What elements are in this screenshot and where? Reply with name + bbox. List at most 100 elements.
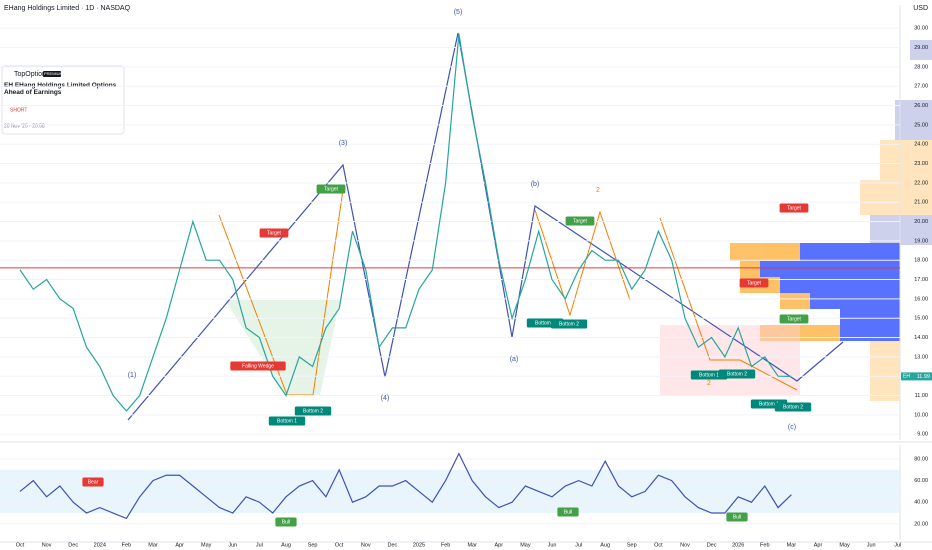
annotation-box <box>739 278 769 288</box>
x-tick-label: Aug <box>281 542 291 548</box>
y-tick-label: 60.00 <box>914 478 928 484</box>
idea-card[interactable]: TopOptions PREMIUM EH EHang Holdings Lim… <box>1 65 125 135</box>
annotation: Target <box>787 316 802 322</box>
annotation: (3) <box>339 140 348 147</box>
annotation: Bottom 1 <box>535 320 555 326</box>
direction: SHORT <box>10 107 27 113</box>
annotation: Bull <box>564 509 572 515</box>
annotation: Bottom 1 <box>277 418 297 424</box>
x-tick-label: Dec <box>707 542 717 548</box>
x-tick-label: 2025 <box>413 542 425 548</box>
y-tick-label: 17.00 <box>914 277 928 283</box>
x-tick-label: Nov <box>361 542 371 548</box>
pattern-line <box>218 189 344 396</box>
annotation-box <box>779 314 809 324</box>
annotation: Bottom 2 <box>727 371 747 377</box>
x-tick-label: Apr <box>814 542 823 548</box>
x-tick-label: Mar <box>787 542 797 548</box>
pattern-line <box>534 209 631 317</box>
date: 20 Nov '25 · 20:58 <box>4 123 45 129</box>
x-tick-label: Nov <box>680 542 690 548</box>
annotation: Target <box>267 230 282 236</box>
annotation: Target <box>573 218 588 224</box>
annotation: Bear <box>88 479 99 485</box>
x-tick-label: Oct <box>335 542 344 548</box>
annotation: 2 <box>596 187 600 194</box>
annotation-box <box>779 203 809 213</box>
wave-line <box>127 32 844 421</box>
x-tick-label: Apr <box>175 542 184 548</box>
annotation-box <box>268 416 306 426</box>
x-tick-label: Nov <box>42 542 52 548</box>
last-price: 11.99 <box>917 374 930 380</box>
y-tick-label: 10.00 <box>914 412 928 418</box>
y-tick-label: 80.00 <box>914 456 928 462</box>
y-tick-label: 21.00 <box>914 200 928 206</box>
annotation-box <box>230 361 286 371</box>
rsi-band <box>0 469 900 514</box>
annotation-box <box>316 184 346 194</box>
x-tick-label: 2024 <box>94 542 106 548</box>
annotation: Bottom 1 <box>699 372 719 378</box>
x-tick-label: May <box>839 542 850 548</box>
symbol-label: EH <box>903 374 910 380</box>
x-tick-label: Sep <box>308 542 318 548</box>
annotation: Bottom 2 <box>303 408 323 414</box>
x-tick-label: Jul <box>894 542 901 548</box>
y-tick-label: 9.00 <box>917 432 928 438</box>
y-tick-label: 23.00 <box>914 161 928 167</box>
x-tick-label: Sep <box>627 542 637 548</box>
x-tick-label: Feb <box>122 542 131 548</box>
y-tick-label: 22.00 <box>914 180 928 186</box>
x-tick-label: Feb <box>441 542 450 548</box>
idea-title: EH EHang Holdings Limited Options Ahead … <box>4 82 117 96</box>
annotation-box <box>275 517 297 527</box>
y-tick-label: 27.00 <box>914 84 928 90</box>
y-tick-label: 20.00 <box>914 521 928 527</box>
annotation: (c) <box>788 424 796 431</box>
currency: USD <box>913 5 928 12</box>
x-tick-label: May <box>520 542 531 548</box>
annotation: Bottom 2 <box>783 404 803 410</box>
annotation-box <box>557 507 579 517</box>
y-tick-label: 29.00 <box>914 45 928 51</box>
annotation: Bull <box>733 514 741 520</box>
x-tick-label: Dec <box>388 542 398 548</box>
y-tick-label: 30.00 <box>914 26 928 32</box>
x-tick-label: Jul <box>256 542 263 548</box>
annotation-box <box>550 319 588 329</box>
annotation-box <box>565 216 595 226</box>
annotation: (a) <box>510 356 519 363</box>
chart-title: EHang Holdings Limited · 1D · NASDAQ <box>4 5 131 12</box>
annotation: 2 <box>707 380 711 387</box>
price-line <box>19 33 792 412</box>
x-tick-label: Jun <box>867 542 876 548</box>
annotation: (b) <box>531 181 540 188</box>
x-tick-label: Jul <box>575 542 582 548</box>
y-tick-label: 11.00 <box>915 393 928 399</box>
volume-profile <box>730 40 932 401</box>
annotation: Bull <box>282 519 290 525</box>
annotation-box <box>259 228 289 238</box>
annotation-box <box>690 370 728 380</box>
x-tick-label: Apr <box>495 542 504 548</box>
x-tick-label: Oct <box>654 542 663 548</box>
x-tick-label: Mar <box>467 542 477 548</box>
y-tick-label: 13.00 <box>914 354 928 360</box>
x-tick-label: 2026 <box>732 542 744 548</box>
annotation: Target <box>787 205 802 211</box>
y-tick-label: 18.00 <box>914 258 928 264</box>
y-tick-label: 26.00 <box>914 103 928 109</box>
x-tick-label: Feb <box>760 542 769 548</box>
annotation-box <box>294 406 332 416</box>
price-line <box>19 452 792 520</box>
y-tick-label: 16.00 <box>914 296 928 302</box>
y-tick-label: 20.00 <box>914 219 928 225</box>
y-tick-label: 15.00 <box>914 316 928 322</box>
pattern-shade <box>225 300 340 395</box>
y-tick-label: 24.00 <box>914 142 928 148</box>
annotation-box <box>718 369 756 379</box>
annotation: (1) <box>128 372 137 379</box>
badge: PREMIUM <box>44 71 63 76</box>
